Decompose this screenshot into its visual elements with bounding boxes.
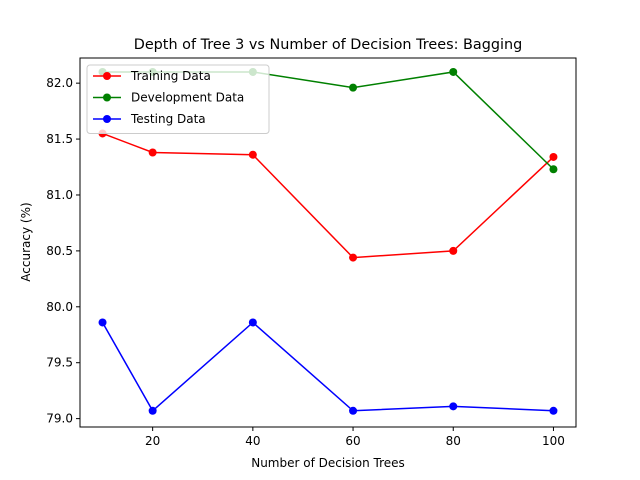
y-tick-label: 81.0	[46, 188, 73, 202]
plot-frame	[79, 57, 577, 428]
data-point	[349, 253, 358, 262]
data-point	[148, 406, 157, 415]
data-point	[148, 148, 157, 157]
x-tick-label: 60	[345, 434, 360, 448]
legend-item: Development Data	[93, 91, 244, 105]
legend-label: Development Data	[131, 91, 244, 105]
x-tick-label: 20	[145, 434, 160, 448]
y-axis: 79.0 79.5 80.0 80.5 81.0 81.5 82.0	[46, 76, 80, 426]
series-line	[102, 132, 554, 259]
y-tick-label: 79.0	[46, 412, 73, 426]
data-point	[98, 318, 107, 327]
data-point	[549, 152, 558, 161]
data-point	[449, 402, 458, 411]
series-testing-data	[98, 318, 558, 415]
legend-marker	[103, 93, 111, 102]
x-tick-label: 100	[542, 434, 565, 448]
data-point	[449, 67, 458, 76]
legend-label: Testing Data	[130, 112, 206, 126]
data-point	[248, 150, 257, 159]
legend-label: Training Data	[130, 69, 211, 83]
x-tick-label: 80	[446, 434, 461, 448]
y-tick-label: 79.5	[46, 356, 73, 370]
legend-marker	[103, 72, 111, 80]
legend-box	[86, 64, 270, 134]
legend-item: Training Data	[93, 69, 211, 83]
chart-title: Depth of Tree 3 vs Number of Decision Tr…	[134, 37, 523, 53]
data-point	[349, 83, 358, 92]
y-tick-label: 80.5	[46, 244, 73, 258]
series-training-data	[98, 129, 558, 262]
y-tick-label: 81.5	[46, 132, 73, 146]
x-axis-title: Number of Decision Trees	[251, 456, 405, 470]
y-tick-label: 80.0	[46, 300, 73, 314]
data-point	[248, 318, 257, 327]
data-point	[549, 165, 558, 174]
x-axis: 20 40 60 80 100	[145, 427, 565, 448]
y-tick-label: 82.0	[46, 76, 73, 90]
legend-marker	[103, 115, 111, 123]
legend-item: Testing Data	[93, 112, 206, 126]
data-point	[349, 406, 358, 415]
series-line	[101, 321, 554, 412]
y-axis-title: Accuracy (%)	[19, 202, 33, 281]
legend: Training Data Development Data Testing Dat…	[86, 64, 270, 134]
data-point	[549, 406, 558, 415]
data-point	[449, 246, 458, 255]
x-tick-label: 40	[245, 434, 260, 448]
